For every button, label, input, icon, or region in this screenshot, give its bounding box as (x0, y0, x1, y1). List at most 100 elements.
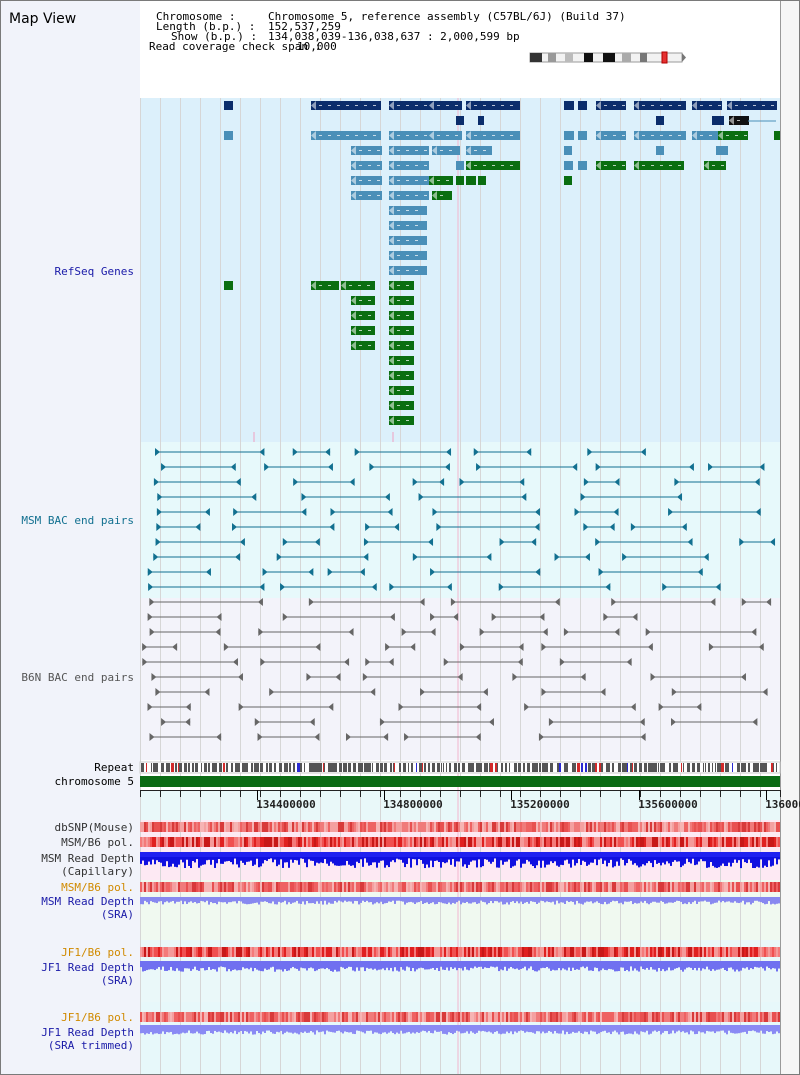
refseq-gene[interactable] (389, 326, 414, 335)
refseq-gene[interactable] (351, 326, 375, 335)
b6n-bac-pairs-layer[interactable] (142, 598, 772, 741)
refseq-gene[interactable] (656, 146, 664, 155)
refseq-gene[interactable] (351, 176, 382, 185)
refseq-gene[interactable] (716, 146, 728, 155)
heat-cell (170, 822, 172, 832)
refseq-gene[interactable] (718, 131, 748, 140)
heat-cell (640, 947, 642, 957)
heat-cell (528, 837, 530, 847)
ideogram-position-marker[interactable] (661, 51, 668, 64)
heat-cell (630, 947, 632, 957)
refseq-gene[interactable] (311, 281, 339, 290)
msm-bac-pairs-layer[interactable] (147, 448, 776, 591)
heat-cell (548, 882, 550, 892)
refseq-gene[interactable] (389, 371, 414, 380)
heat-cell (622, 822, 624, 832)
refseq-gene[interactable] (692, 101, 722, 110)
heat-cell (472, 947, 474, 957)
refseq-gene[interactable] (478, 116, 484, 125)
depth-bar (270, 961, 272, 968)
depth-bar (550, 897, 552, 903)
heat-cell (632, 947, 634, 957)
depth-bar (362, 852, 364, 867)
refseq-gene[interactable] (224, 131, 233, 140)
refseq-gene[interactable] (351, 296, 375, 305)
refseq-gene[interactable] (712, 116, 724, 125)
depth-bar (272, 1025, 274, 1034)
heat-cell (170, 882, 172, 892)
b6n-bac-pair-end-marker (383, 733, 389, 741)
refseq-gene[interactable] (466, 176, 476, 185)
refseq-gene[interactable] (564, 146, 572, 155)
repeat-element (721, 763, 724, 772)
refseq-gene[interactable] (456, 116, 464, 125)
refseq-gene[interactable] (389, 311, 414, 320)
heat-cell (216, 947, 218, 957)
refseq-gene[interactable] (429, 131, 462, 140)
refseq-gene[interactable] (564, 101, 574, 110)
refseq-gene[interactable] (224, 101, 233, 110)
refseq-gene[interactable] (466, 146, 492, 155)
refseq-gene[interactable] (564, 161, 573, 170)
refseq-gene[interactable] (429, 101, 462, 110)
refseq-gene[interactable] (429, 176, 453, 185)
refseq-gene[interactable] (389, 281, 414, 290)
depth-bar (238, 1025, 240, 1033)
refseq-gene[interactable] (564, 131, 574, 140)
heat-cell (610, 1012, 612, 1022)
refseq-genes-layer[interactable] (224, 101, 780, 425)
refseq-gene[interactable] (774, 131, 780, 140)
refseq-gene[interactable] (596, 161, 626, 170)
depth-bar (162, 852, 164, 867)
label-refseq-genes[interactable]: RefSeq Genes (55, 265, 134, 278)
heat-cell (152, 882, 154, 892)
depth-bar (146, 852, 148, 865)
refseq-gene[interactable] (564, 176, 572, 185)
refseq-gene[interactable] (692, 131, 718, 140)
refseq-gene[interactable] (634, 161, 684, 170)
heat-cell (374, 837, 376, 847)
heat-cell (190, 882, 192, 892)
refseq-gene[interactable] (351, 146, 382, 155)
label-b6n-bac[interactable]: B6N BAC end pairs (21, 671, 134, 684)
heat-cell (438, 837, 440, 847)
heat-cell (332, 882, 334, 892)
refseq-gene[interactable] (389, 296, 414, 305)
refseq-gene[interactable] (656, 116, 664, 125)
heat-cell (262, 947, 264, 957)
refseq-gene[interactable] (351, 161, 382, 170)
refseq-gene[interactable] (389, 356, 414, 365)
refseq-gene[interactable] (578, 101, 587, 110)
refseq-gene[interactable] (456, 161, 464, 170)
refseq-gene[interactable] (224, 281, 233, 290)
refseq-gene[interactable] (596, 131, 626, 140)
depth-bar (750, 897, 752, 905)
refseq-gene[interactable] (478, 176, 486, 185)
repeat-element (300, 763, 302, 772)
refseq-gene[interactable] (351, 341, 375, 350)
depth-bar (556, 897, 558, 901)
heat-cell (334, 837, 336, 847)
heat-cell (310, 822, 312, 832)
refseq-gene[interactable] (456, 176, 464, 185)
label-msm-bac[interactable]: MSM BAC end pairs (21, 514, 134, 527)
refseq-gene[interactable] (578, 131, 587, 140)
refseq-gene[interactable] (578, 161, 587, 170)
refseq-gene[interactable] (596, 101, 626, 110)
refseq-gene[interactable] (389, 401, 414, 410)
refseq-gene[interactable] (351, 191, 382, 200)
depth-bar (304, 961, 306, 969)
depth-bar (386, 1025, 388, 1034)
heat-cell (470, 837, 472, 847)
refseq-gene[interactable] (389, 416, 414, 425)
refseq-gene[interactable] (432, 146, 460, 155)
heat-cell (244, 837, 246, 847)
depth-bar (294, 1025, 296, 1033)
refseq-gene[interactable] (727, 101, 777, 110)
refseq-gene[interactable] (351, 311, 375, 320)
depth-bar (532, 897, 534, 902)
refseq-gene[interactable] (389, 341, 414, 350)
chromosome-ideogram[interactable] (529, 51, 686, 64)
depth-bar (746, 1025, 748, 1034)
refseq-gene[interactable] (389, 386, 414, 395)
